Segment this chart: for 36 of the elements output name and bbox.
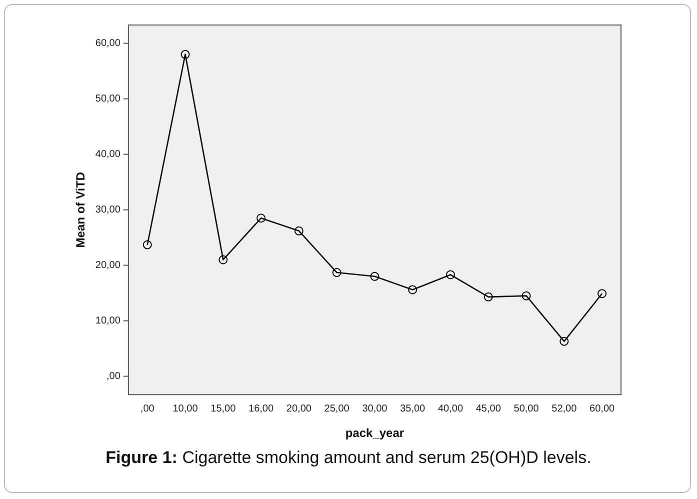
x-tick-label: 40,00 [438,403,464,414]
x-tick-label: 50,00 [514,403,540,414]
y-tick-label: ,00 [106,371,121,382]
y-tick-label: 50,00 [95,94,121,105]
x-axis-title: pack_year [345,426,404,440]
point [598,289,607,298]
caption: Figure 1: Cigarette smoking amount and serum 25(OH)D levels. [104,448,592,468]
point [256,214,266,223]
x-tick-label: 45,00 [476,403,502,414]
x-tick-label: 35,00 [400,403,426,414]
point [332,268,342,278]
x-tick-label: 16,00 [248,403,274,414]
x-tick-label: 30,00 [362,403,388,414]
y-tick-label: 10,00 [95,316,121,327]
point [484,292,493,302]
x-tick-label: 25,00 [324,403,350,414]
point [560,336,569,346]
x-tick-label: 52,00 [552,403,578,414]
y-axis-title: Mean of ViTD [74,172,88,248]
point [446,270,455,280]
point [218,255,228,264]
y-tick-label: 20,00 [95,260,121,272]
x-tick-label: 15,00 [210,403,236,414]
y-tick-label: 40,00 [95,149,121,160]
point [408,285,418,294]
point [142,240,152,250]
point [180,50,190,59]
point [294,226,304,236]
point [370,272,380,281]
x-tick-label: 60,00 [590,403,615,414]
x-tick-label: 10,00 [172,403,198,414]
x-tick-label: ,00 [140,403,155,414]
point [522,291,531,300]
y-tick-label: 60,00 [95,38,121,50]
x-tick-label: 20,00 [286,403,312,414]
y-tick-label: 30,00 [95,204,121,216]
